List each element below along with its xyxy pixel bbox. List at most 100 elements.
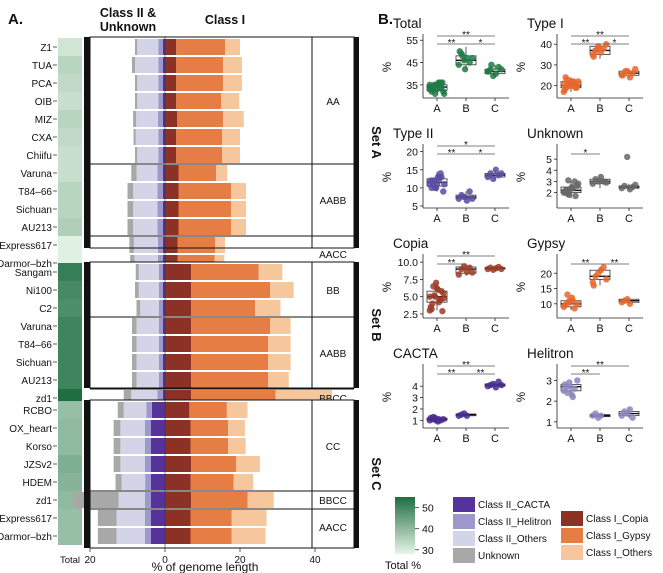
bar-segment-class-ii-helitron xyxy=(158,57,163,73)
accession-label: Sichuan xyxy=(16,205,52,216)
y-tick-label: 15 xyxy=(406,165,418,177)
bar-segment-class-ii-cacta xyxy=(162,165,165,181)
significance-stars: ** xyxy=(477,368,485,379)
bar-segment-class-i-others xyxy=(231,510,267,526)
bar-segment-class-ii-cacta xyxy=(162,264,165,280)
accession-label: Express617 xyxy=(0,241,52,252)
x-tick-label: B xyxy=(462,323,469,335)
accession-label: Sichuan xyxy=(16,358,52,369)
bar-segment-class-ii-others xyxy=(136,354,159,370)
panel-b-label: B. xyxy=(378,11,393,28)
y-axis-label: % xyxy=(516,172,528,182)
bar-segment-class-ii-helitron xyxy=(145,474,151,490)
x-tick-label: C xyxy=(625,213,633,225)
bar-segment-class-ii-others xyxy=(120,420,145,436)
bar-segment-class-i-gypsy xyxy=(191,354,269,370)
accession-label: RCBO xyxy=(23,406,52,417)
total-tile xyxy=(58,146,82,164)
x-tick-label: B xyxy=(596,103,603,115)
data-point xyxy=(626,300,634,307)
data-point xyxy=(569,393,576,401)
significance-stars: ** xyxy=(462,250,470,261)
bar-segment-unknown xyxy=(135,93,138,109)
bar-segment-unknown xyxy=(135,264,139,280)
bar-segment-class-i-copia xyxy=(165,510,191,526)
data-point xyxy=(629,414,636,421)
data-point xyxy=(624,153,631,161)
total-tile xyxy=(58,218,82,236)
significance-stars: ** xyxy=(448,38,456,49)
bar-segment-class-i-copia xyxy=(165,129,177,145)
bar-segment-class-ii-others xyxy=(116,510,145,526)
data-point xyxy=(562,187,569,194)
data-point xyxy=(560,80,567,87)
bar-segment-class-i-others xyxy=(228,438,246,454)
data-point xyxy=(632,181,639,189)
bar-segment-class-i-others xyxy=(270,318,291,334)
bar-segment-class-ii-helitron xyxy=(158,129,163,145)
x-tick-label: C xyxy=(491,103,499,115)
data-point xyxy=(439,79,446,86)
bar-segment-class-ii-others xyxy=(137,39,159,55)
bar-segment-class-ii-others xyxy=(137,93,159,109)
accession-label: Ni100 xyxy=(26,286,53,297)
data-point xyxy=(428,305,435,313)
bar-segment-class-ii-others xyxy=(118,492,145,508)
bar-segment-class-ii-helitron xyxy=(158,93,163,109)
bar-segment-class-ii-cacta xyxy=(150,420,165,436)
bar-segment-class-i-others xyxy=(215,237,225,253)
legend-swatch xyxy=(453,497,475,512)
bar-segment-class-i-copia xyxy=(165,165,179,181)
accession-label: AU213 xyxy=(21,223,52,234)
x-tick-label: B xyxy=(462,213,469,225)
bar-segment-class-i-copia xyxy=(165,147,177,163)
legend-swatch xyxy=(453,548,475,563)
accession-label: Darmor–bzh xyxy=(0,532,52,543)
subplot-title: Total xyxy=(393,16,422,31)
bar-segment-class-i-gypsy xyxy=(177,237,216,253)
x-tick-label: A xyxy=(433,103,441,115)
subgroup-code: AACC xyxy=(319,250,347,261)
x-tick-label: 20 xyxy=(234,555,246,566)
colorbar xyxy=(395,497,415,554)
bar-segment-class-ii-cacta xyxy=(162,201,165,217)
set-panel-border xyxy=(89,261,355,389)
bar-segment-class-i-others xyxy=(231,201,246,217)
x-tick-label: 0 xyxy=(162,555,168,566)
bar-segment-class-i-gypsy xyxy=(176,93,222,109)
total-column-label: Total xyxy=(60,555,80,566)
bar-segment-unknown xyxy=(132,318,137,334)
bar-segment-class-ii-others xyxy=(120,438,145,454)
subplot-title: Type I xyxy=(527,16,564,31)
data-point xyxy=(439,307,446,315)
data-point xyxy=(469,54,476,62)
bar-segment-class-ii-cacta xyxy=(162,318,165,334)
bar-segment-class-ii-others xyxy=(133,201,158,217)
y-tick-label: 2 xyxy=(546,188,552,200)
bar-segment-class-i-others xyxy=(226,402,248,418)
bar-segment-class-ii-helitron xyxy=(158,75,163,91)
total-tile xyxy=(58,527,82,545)
data-point xyxy=(569,184,576,192)
bar-segment-class-i-others xyxy=(255,300,281,316)
significance-stars: ** xyxy=(448,148,456,159)
bar-segment-class-i-others xyxy=(222,147,240,163)
bar-segment-class-i-gypsy xyxy=(191,264,259,280)
total-tile xyxy=(58,335,82,353)
data-point xyxy=(432,279,440,287)
x-tick-label: A xyxy=(433,323,441,335)
bar-segment-class-i-copia xyxy=(165,402,190,418)
x-tick-label: B xyxy=(596,213,603,225)
panel-a-label: A. xyxy=(8,11,23,28)
accession-label: PCA xyxy=(31,79,52,90)
bar-segment-class-ii-cacta xyxy=(162,183,165,199)
y-tick-label: 10.0 xyxy=(398,257,419,269)
data-point xyxy=(603,276,610,283)
bar-segment-class-ii-helitron xyxy=(144,420,151,436)
y-tick-label: 2 xyxy=(412,404,418,416)
y-tick-label: 45 xyxy=(406,58,418,70)
accession-label: OIB xyxy=(35,97,53,108)
subgroup-code: AA xyxy=(326,97,340,108)
